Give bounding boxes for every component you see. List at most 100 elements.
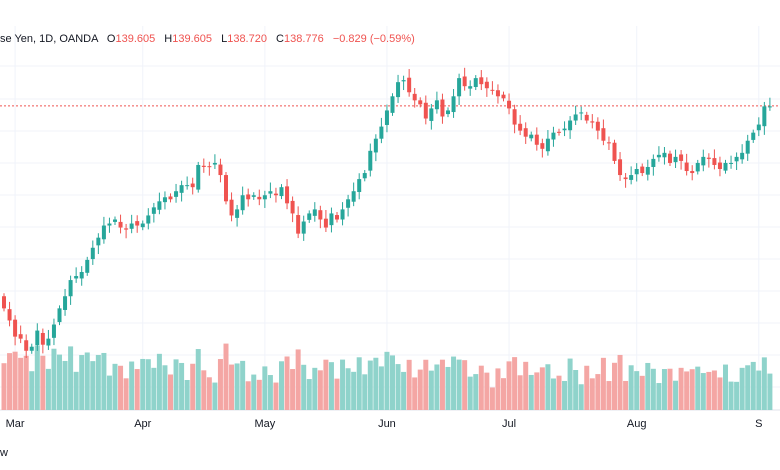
change-value: −0.829 (−0.59%): [332, 33, 415, 45]
volume-bar: [573, 370, 579, 410]
open-value: 139.605: [115, 33, 156, 45]
volume-bar: [428, 370, 434, 410]
volume-bar: [689, 369, 695, 410]
volume-bar: [173, 359, 179, 410]
volume-bar: [1, 363, 7, 410]
volume-bar: [118, 365, 124, 410]
candle-body: [384, 110, 389, 125]
volume-bar: [378, 366, 384, 410]
candle-body: [529, 134, 534, 139]
volume-bar: [51, 348, 57, 410]
volume-bar: [323, 359, 329, 410]
volume-bar: [484, 372, 490, 410]
volume-bar: [240, 360, 246, 410]
volume-bar: [506, 361, 512, 410]
brand-fragment: w: [0, 447, 8, 459]
volume-bar: [262, 366, 268, 410]
volume-bar: [661, 369, 667, 410]
volume-bar: [673, 380, 679, 410]
candle-body: [523, 128, 528, 137]
candle-body: [63, 296, 68, 310]
candle-body: [390, 96, 395, 113]
candle-body: [312, 209, 317, 216]
volume-bar: [645, 362, 651, 410]
candle-body: [695, 162, 700, 172]
volume-bar: [478, 365, 484, 410]
volume-bar: [68, 346, 74, 410]
candle-body: [640, 166, 645, 174]
volume-bar: [62, 360, 68, 410]
candle-body: [29, 346, 34, 351]
candle-body: [262, 195, 267, 200]
candle-body: [96, 237, 101, 246]
volume-bar: [439, 359, 445, 410]
candle-body: [301, 221, 306, 234]
high-value: 139.605: [172, 33, 213, 45]
volume-bar: [767, 373, 773, 410]
candle-body: [495, 90, 500, 97]
volume-bar: [184, 380, 190, 410]
candle-body: [157, 201, 162, 210]
candle-body: [146, 215, 151, 224]
candle-body: [679, 154, 684, 161]
candle-body: [285, 186, 290, 204]
low-label: L: [221, 33, 228, 45]
candle-body: [717, 162, 722, 169]
volume-bar: [728, 381, 734, 410]
volume-bar: [584, 365, 590, 410]
candle-body: [357, 179, 362, 193]
candle-body: [534, 134, 539, 145]
chart-grid: [0, 26, 780, 411]
candle-body: [323, 218, 328, 228]
candle-body: [479, 77, 484, 85]
candle-body: [423, 102, 428, 119]
candle-body: [35, 330, 40, 346]
candle-body: [340, 209, 345, 220]
volume-bar: [273, 382, 279, 410]
x-tick-label: Apr: [134, 418, 151, 430]
volume-bar: [678, 367, 684, 410]
candle-body: [551, 132, 556, 140]
volume-bar: [395, 364, 401, 410]
volume-bar: [390, 355, 395, 410]
volume-bar: [739, 367, 745, 410]
volume-bar: [412, 377, 418, 410]
candle-body: [451, 96, 456, 113]
volume-bar: [473, 374, 479, 410]
volume-bar: [279, 361, 284, 410]
candle-body: [645, 166, 650, 175]
volume-bar: [57, 354, 62, 410]
volume-bar: [501, 378, 506, 410]
volume-bar: [106, 375, 112, 410]
candle-body: [468, 86, 473, 89]
volume-bar: [195, 349, 201, 410]
volume-bar: [156, 353, 162, 410]
candle-body: [273, 193, 278, 196]
candle-body: [124, 228, 129, 230]
candle-body: [46, 338, 51, 346]
x-axis: Mar Apr May Jun Jul Aug S: [6, 418, 763, 430]
volume-bar: [84, 352, 90, 410]
candle-body: [595, 121, 600, 131]
candle-body: [729, 162, 734, 164]
volume-bar: [667, 368, 673, 410]
candle-body: [573, 114, 578, 121]
candle-body: [623, 177, 628, 180]
candle-body: [723, 162, 728, 171]
volume-bar: [495, 368, 501, 410]
candle-body: [290, 200, 295, 214]
candle-body: [651, 158, 656, 167]
volume-bar: [550, 378, 556, 410]
volume-bar: [251, 374, 257, 410]
candle-body: [634, 169, 639, 175]
volume-bar: [73, 371, 79, 410]
volume-bar: [612, 362, 617, 410]
volume-bar: [628, 365, 634, 410]
candle-body: [434, 100, 439, 110]
volume-bar: [301, 364, 307, 410]
volume-bar: [101, 352, 107, 410]
volume-bar: [417, 369, 423, 410]
candle-body: [362, 173, 367, 179]
volume-bar: [284, 356, 290, 410]
